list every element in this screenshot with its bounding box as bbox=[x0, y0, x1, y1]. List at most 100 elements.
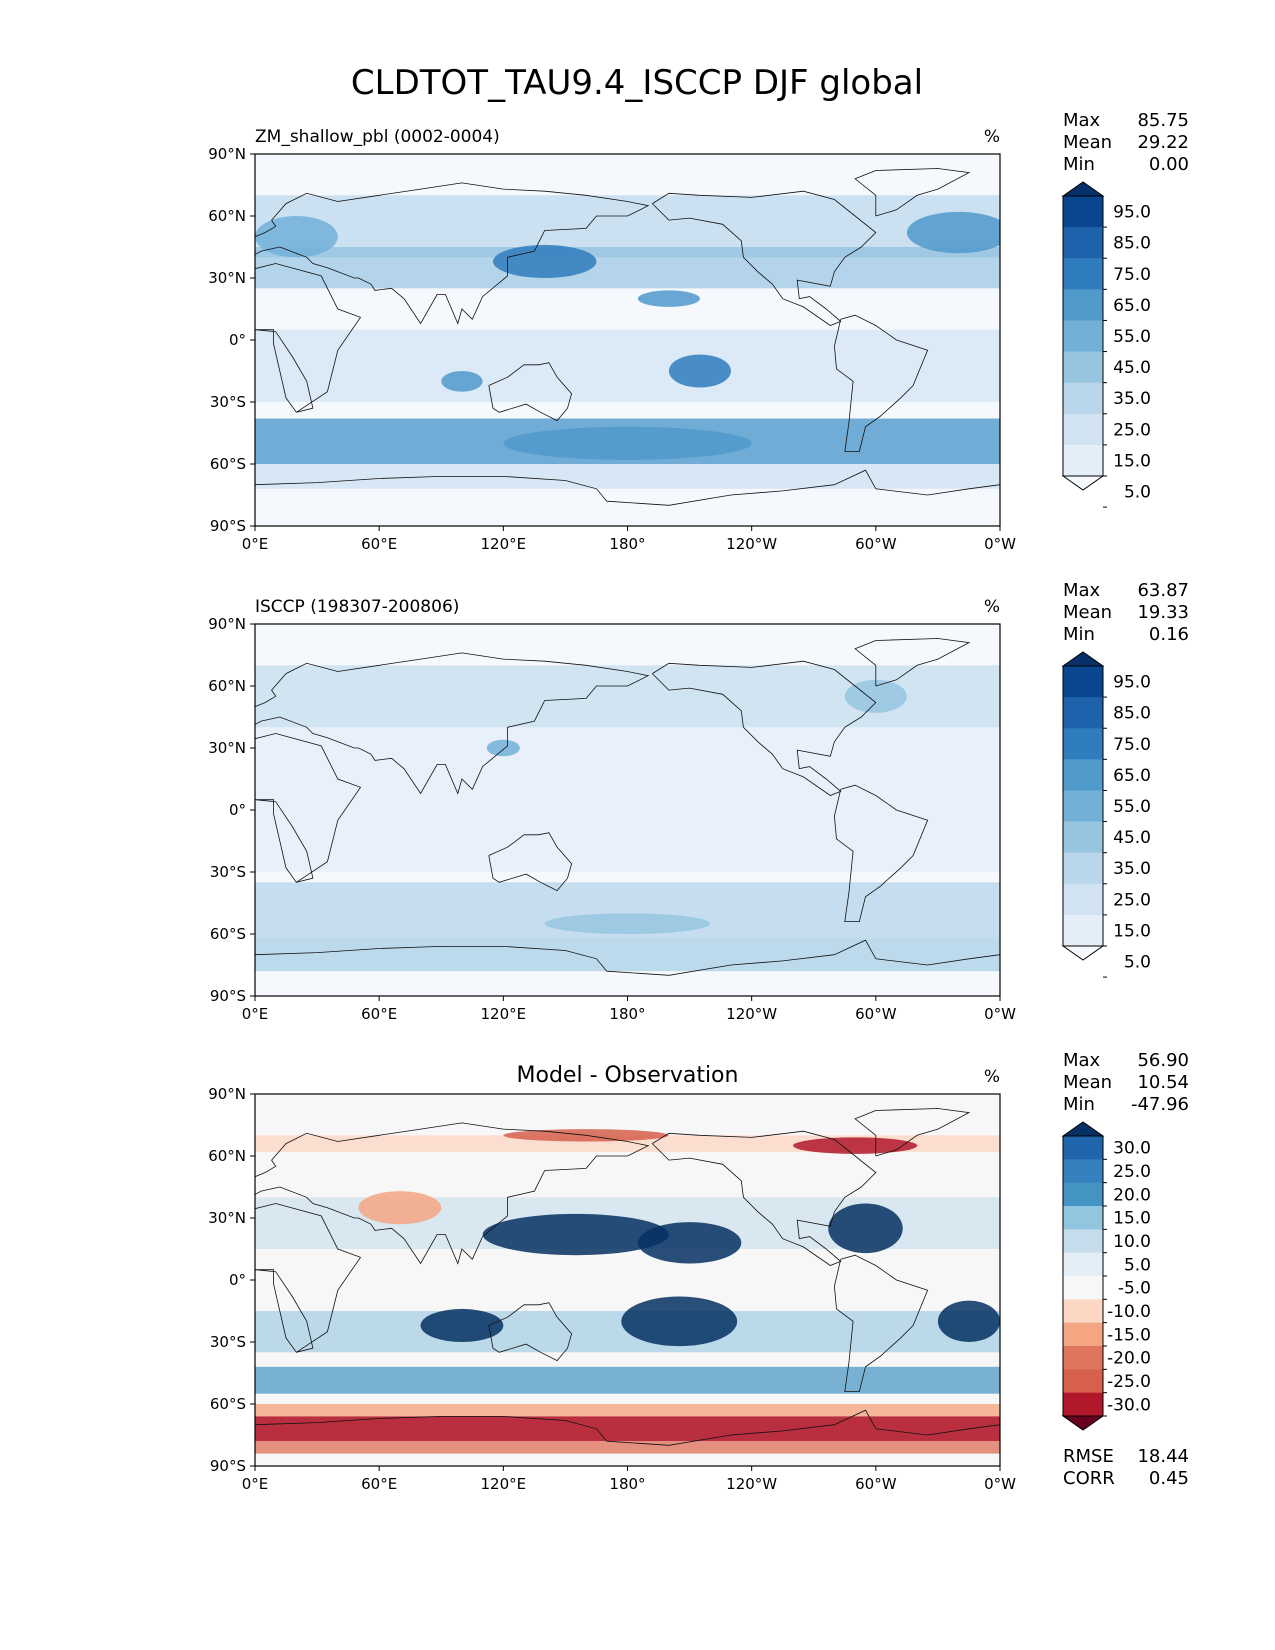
colorbar-segment bbox=[1063, 1136, 1103, 1160]
contour-field bbox=[255, 624, 1000, 996]
colorbar-segment bbox=[1063, 666, 1103, 698]
lon-tick-label: 180° bbox=[609, 1475, 645, 1493]
lon-tick-label: 0°E bbox=[242, 1475, 269, 1493]
lat-tick-label: 90°S bbox=[210, 517, 246, 535]
lat-tick-label: 0° bbox=[229, 801, 246, 819]
colorbar-segment bbox=[1063, 1159, 1103, 1184]
stat-value: 63.87 bbox=[1137, 580, 1189, 601]
lat-tick-label: 30°N bbox=[208, 739, 246, 757]
coastline bbox=[833, 1254, 929, 1392]
coastline bbox=[255, 1409, 1000, 1446]
coastline bbox=[652, 190, 877, 326]
lat-tick-label: 0° bbox=[229, 1271, 246, 1289]
lon-tick-label: 60°W bbox=[855, 1005, 897, 1023]
lon-tick-label: 120°E bbox=[481, 535, 527, 553]
colorbar-tick-label: 85.0 bbox=[1113, 234, 1151, 254]
contour-feature bbox=[828, 1203, 903, 1254]
lon-tick-label: 120°W bbox=[726, 1475, 777, 1493]
lat-tick-label: 60°N bbox=[208, 207, 246, 225]
colorbar-frame bbox=[1062, 665, 1104, 947]
stat-label: Max bbox=[1063, 1050, 1101, 1071]
colorbar-tick-label: 95.0 bbox=[1113, 203, 1151, 223]
colorbar-extend-min bbox=[1061, 475, 1105, 491]
colorbar-extend-max bbox=[1061, 651, 1105, 667]
colorbar-tick-label: 15.0 bbox=[1113, 921, 1151, 941]
coastline bbox=[854, 168, 971, 217]
colorbar-segment bbox=[1063, 382, 1103, 415]
coastline bbox=[488, 362, 573, 422]
colorbar-tick-label: 25.0 bbox=[1113, 890, 1151, 910]
colorbar-segment bbox=[1063, 697, 1103, 729]
stat-label: Min bbox=[1063, 1094, 1095, 1115]
panel-2: 90°N 60°N 30°N 0° 30°S 60°S 90°S0°E 60°E 120°E 18… bbox=[208, 580, 1189, 1023]
colorbar-tick-label: 5.0 bbox=[1124, 1255, 1151, 1275]
lon-tick-label: 120°E bbox=[481, 1475, 527, 1493]
colorbar-segment bbox=[1063, 1276, 1103, 1300]
colorbar-segment bbox=[1063, 1299, 1103, 1324]
panels: 90°N60°N30°N0°30°S60°S90°S0°E 60°E 120°E 18… bbox=[208, 110, 1189, 1493]
colorbar-segment bbox=[1063, 1346, 1103, 1370]
contour-band bbox=[255, 1441, 1000, 1454]
colorbar-tick-label: 15.0 bbox=[1113, 451, 1151, 471]
colorbar-segment bbox=[1063, 413, 1103, 446]
coastline bbox=[255, 1203, 362, 1353]
colorbar-tick-label: 85.0 bbox=[1113, 704, 1151, 724]
stat-label: Min bbox=[1063, 624, 1095, 645]
colorbar-tick-label: 65.0 bbox=[1113, 296, 1151, 316]
contour-band bbox=[255, 1416, 1000, 1442]
colorbar-segment bbox=[1063, 728, 1103, 760]
stat-label: Mean bbox=[1063, 1072, 1112, 1093]
contour-band bbox=[255, 329, 1000, 402]
colorbar-tick-label: -15.0 bbox=[1107, 1325, 1151, 1345]
panel-3: 90°N 60°N 30°N 0° 30°S 60°S 90°S0°E 60°E 120°E 18… bbox=[208, 1050, 1189, 1493]
colorbar-segment bbox=[1063, 883, 1103, 916]
coastline bbox=[255, 733, 362, 883]
colorbar-tick-label: 45.0 bbox=[1113, 828, 1151, 848]
panel-units: % bbox=[984, 1067, 1000, 1087]
colorbar-tick-label: 75.0 bbox=[1113, 265, 1151, 285]
stat-value: 18.44 bbox=[1137, 1446, 1189, 1467]
contour-band bbox=[255, 1404, 1000, 1417]
lon-tick-label: 60°W bbox=[855, 535, 897, 553]
contour-band bbox=[255, 464, 1000, 489]
lon-tick-label: 120°E bbox=[481, 1005, 527, 1023]
colorbar-tick-label: 10.0 bbox=[1113, 1232, 1151, 1252]
colorbar-tick-label: 55.0 bbox=[1113, 327, 1151, 347]
colorbar-frame bbox=[1062, 195, 1104, 477]
colorbar-extend-min bbox=[1061, 1415, 1105, 1431]
colorbar-tick-label: -20.0 bbox=[1107, 1349, 1151, 1369]
lat-tick-label: 30°S bbox=[210, 1333, 246, 1351]
colorbar-segment bbox=[1063, 1206, 1103, 1230]
coastline bbox=[255, 263, 362, 413]
lat-tick-label: 0° bbox=[229, 331, 246, 349]
colorbar-tick-label: 30.0 bbox=[1113, 1139, 1151, 1159]
colorbar: 30.0 25.0 20.0 15.0 10.0 5.0 -5.0 -10.0 -15.0 -20… bbox=[1061, 1121, 1151, 1431]
colorbar-segment bbox=[1063, 258, 1103, 290]
colorbar-tick-label: 35.0 bbox=[1113, 389, 1151, 409]
contour-band bbox=[255, 247, 1000, 289]
colorbar-tick-label: -30.0 bbox=[1107, 1395, 1151, 1415]
stat-value: 19.33 bbox=[1137, 602, 1189, 623]
lon-tick-label: 0°E bbox=[242, 535, 269, 553]
colorbar-segment bbox=[1063, 914, 1103, 947]
stat-value: 10.54 bbox=[1137, 1072, 1189, 1093]
panel-center-title: Model - Observation bbox=[517, 1063, 739, 1088]
lon-tick-label: 180° bbox=[609, 535, 645, 553]
lon-tick-label: 0°W bbox=[984, 1005, 1016, 1023]
colorbar-extend-min bbox=[1061, 945, 1105, 961]
colorbar-tick-label: 20.0 bbox=[1113, 1185, 1151, 1205]
stat-value: 85.75 bbox=[1137, 110, 1189, 131]
lon-tick-label: 120°W bbox=[726, 1005, 777, 1023]
lat-tick-label: 60°N bbox=[208, 1147, 246, 1165]
panel-units: % bbox=[984, 127, 1000, 147]
coastline bbox=[488, 832, 573, 892]
colorbar-tick-label: 25.0 bbox=[1113, 1162, 1151, 1182]
lat-tick-label: 90°N bbox=[208, 615, 246, 633]
contour-band bbox=[255, 1366, 1000, 1394]
lon-tick-label: 180° bbox=[609, 1005, 645, 1023]
panel-left-title: ZM_shallow_pbl (0002-0004) bbox=[255, 127, 500, 147]
colorbar-segment bbox=[1063, 852, 1103, 885]
colorbar-segment bbox=[1063, 227, 1103, 259]
stat-label: RMSE bbox=[1063, 1446, 1114, 1467]
